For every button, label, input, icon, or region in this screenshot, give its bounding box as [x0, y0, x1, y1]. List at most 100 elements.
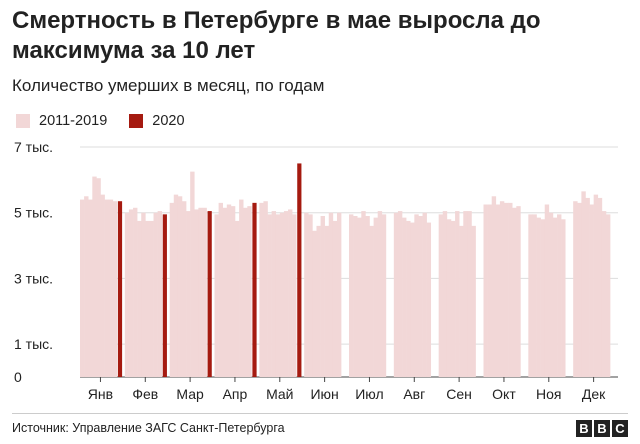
bar-2011-2019	[349, 214, 354, 377]
bar-2011-2019	[377, 211, 383, 377]
bar-2011-2019	[585, 197, 590, 377]
bar-2011-2019	[263, 201, 268, 377]
bar-2011-2019	[528, 214, 533, 377]
bar-2011-2019	[304, 212, 309, 377]
y-tick-label: 5 тыс.	[14, 205, 53, 221]
bar-2011-2019	[190, 171, 195, 377]
bar-2011-2019	[455, 211, 460, 377]
bar-2011-2019	[104, 199, 109, 377]
bar-2011-2019	[373, 217, 378, 377]
bar-2011-2019	[149, 220, 154, 377]
bar-2011-2019	[243, 207, 248, 377]
bar-2011-2019	[153, 212, 158, 377]
bar-2011-2019	[418, 216, 423, 377]
bar-2011-2019	[198, 207, 203, 377]
bar-2011-2019	[353, 216, 358, 377]
x-tick-label: Июн	[310, 386, 338, 402]
x-tick-label: Апр	[223, 386, 248, 402]
bar-2011-2019	[336, 212, 342, 377]
bar-2011-2019	[365, 216, 370, 377]
bar-2011-2019	[292, 214, 297, 377]
bar-2011-2019	[597, 197, 603, 377]
bar-2011-2019	[271, 211, 277, 377]
x-tick-label: Май	[266, 386, 293, 402]
bar-2011-2019	[222, 207, 228, 377]
footer-divider	[12, 413, 628, 414]
bbc-logo-letter: B	[576, 420, 592, 437]
x-tick-label: Фев	[132, 386, 158, 402]
bar-2011-2019	[601, 211, 607, 377]
bar-2011-2019	[463, 211, 468, 377]
bbc-logo-letter: C	[612, 420, 628, 437]
bar-2011-2019	[552, 217, 558, 377]
bar-2011-2019	[84, 196, 89, 377]
bar-2011-2019	[459, 225, 464, 377]
bar-2020	[297, 163, 302, 377]
bar-2011-2019	[548, 212, 554, 377]
x-tick-label: Ноя	[536, 386, 561, 402]
legend-label-2011-2019: 2011-2019	[39, 113, 108, 129]
bar-2011-2019	[312, 230, 317, 377]
x-tick-label: Авг	[403, 386, 425, 402]
bar-2011-2019	[483, 204, 488, 377]
bar-2011-2019	[226, 204, 232, 377]
chart-subtitle: Количество умерших в месяц, по годам	[12, 76, 325, 95]
bar-2011-2019	[124, 212, 130, 377]
bar-2011-2019	[536, 217, 541, 377]
bar-2011-2019	[357, 217, 362, 377]
bar-2011-2019	[279, 212, 285, 377]
bar-2011-2019	[508, 202, 513, 377]
bar-2011-2019	[471, 225, 476, 377]
y-tick-label: 7 тыс.	[14, 139, 53, 155]
x-tick-label: Сен	[446, 386, 472, 402]
bar-2011-2019	[397, 211, 403, 377]
bar-2011-2019	[181, 201, 187, 377]
bar-2011-2019	[169, 202, 175, 377]
bar-2020	[207, 211, 212, 377]
bar-2011-2019	[230, 206, 236, 377]
bar-2011-2019	[393, 212, 399, 377]
y-tick-label: 0	[14, 369, 22, 385]
bar-2020	[117, 201, 123, 377]
bar-2011-2019	[320, 216, 325, 377]
legend-swatch-2011-2019	[16, 114, 30, 128]
bar-2011-2019	[275, 214, 281, 377]
bar-2011-2019	[194, 209, 199, 377]
bar-2011-2019	[316, 225, 321, 377]
bar-2011-2019	[402, 217, 407, 377]
bar-2011-2019	[589, 204, 594, 377]
bar-2011-2019	[112, 201, 118, 377]
bar-2011-2019	[467, 211, 472, 377]
bar-2011-2019	[96, 178, 101, 377]
bar-2011-2019	[283, 211, 289, 377]
bar-2011-2019	[218, 202, 223, 377]
bar-2020	[252, 202, 257, 377]
x-tick-label: Июл	[355, 386, 383, 402]
bbc-logo: B B C	[576, 420, 628, 437]
bar-2011-2019	[92, 176, 97, 377]
bar-2011-2019	[414, 214, 419, 377]
bar-2011-2019	[593, 194, 599, 377]
bar-2011-2019	[137, 220, 142, 377]
bar-2011-2019	[446, 219, 452, 377]
source-note: Источник: Управление ЗАГС Санкт-Петербур…	[12, 421, 285, 435]
bar-2011-2019	[381, 214, 387, 377]
bar-2011-2019	[328, 212, 334, 377]
bar-2020	[162, 214, 167, 377]
bar-2011-2019	[133, 207, 138, 377]
legend: 2011-2019 2020	[16, 113, 207, 129]
x-tick-label: Окт	[492, 386, 516, 402]
bar-2011-2019	[557, 214, 562, 377]
bar-2011-2019	[605, 214, 611, 377]
bar-2011-2019	[141, 212, 146, 377]
bar-2011-2019	[361, 211, 366, 377]
bar-2011-2019	[406, 220, 411, 377]
bar-2011-2019	[581, 191, 586, 377]
legend-label-2020: 2020	[152, 113, 185, 129]
x-tick-label: Дек	[582, 386, 606, 402]
bar-2011-2019	[573, 201, 578, 377]
bar-2011-2019	[442, 211, 448, 377]
bar-2011-2019	[288, 209, 293, 377]
bar-2011-2019	[100, 194, 105, 377]
